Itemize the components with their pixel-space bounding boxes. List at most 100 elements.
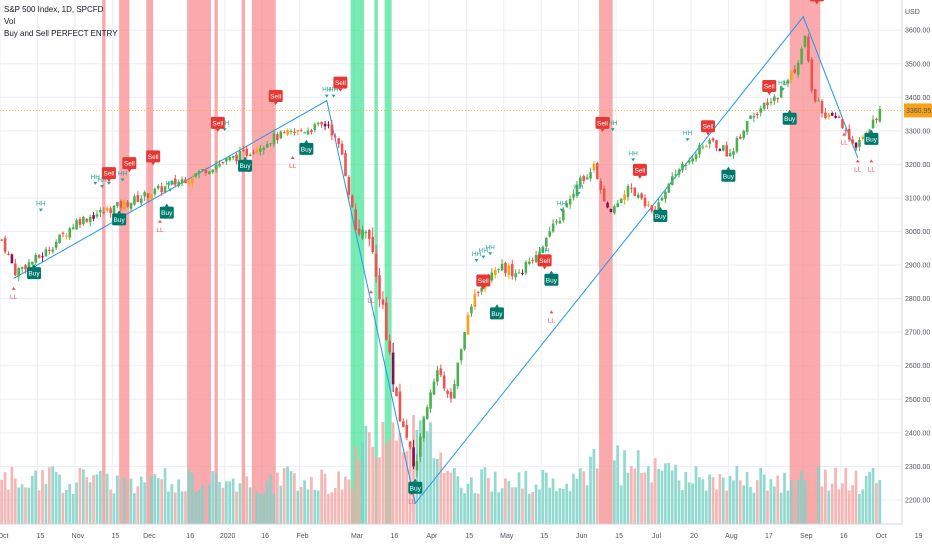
candle-body <box>255 149 259 153</box>
candle-body <box>17 268 21 277</box>
volume-bar <box>316 490 320 524</box>
volume-bar <box>401 451 405 524</box>
sell-pointer-icon <box>106 179 111 183</box>
volume-bar <box>476 493 480 524</box>
volume-bar <box>565 483 569 524</box>
volume-bar <box>548 487 552 524</box>
candle-body <box>276 134 279 141</box>
candle-body <box>708 140 711 144</box>
candle-body <box>429 392 432 409</box>
volume-bar <box>180 491 184 524</box>
volume-bar <box>715 489 718 524</box>
volume-bar <box>793 489 797 524</box>
volume-bar <box>779 492 783 524</box>
volume-bar <box>769 479 773 524</box>
sell-pointer-icon <box>542 266 547 270</box>
candle-body <box>592 163 596 171</box>
candle-body <box>320 122 323 125</box>
time-tick-label: 16 <box>186 533 194 540</box>
pivot-label-hh: HH <box>118 170 128 177</box>
volume-bar <box>350 488 354 524</box>
price-axis[interactable]: 3600.00 3500.00 3400.00 3300.00 3200.00 3100.… <box>901 0 932 550</box>
candle-body <box>191 178 194 184</box>
candle-body <box>510 264 514 277</box>
candle-body <box>779 86 783 98</box>
buy-pointer-icon <box>304 139 309 143</box>
price-tick-label: 3000.00 <box>905 229 930 236</box>
candle-body <box>718 149 722 151</box>
volume-bar <box>664 463 667 524</box>
candle-body <box>793 69 797 73</box>
candle-body <box>415 461 419 471</box>
candle-body <box>139 198 143 204</box>
candle-body <box>0 239 3 241</box>
pivot-label-hh: HH <box>628 150 638 157</box>
candle-body <box>762 102 766 109</box>
buy-signal-tag <box>653 210 668 223</box>
candle-body <box>640 193 643 199</box>
volume-bar <box>837 489 841 524</box>
volume-bar <box>830 483 834 524</box>
strategy-indicator-label[interactable]: Buy and Sell PERFECT ENTRY <box>4 29 118 38</box>
candle-body <box>211 169 215 173</box>
volume-bar <box>320 469 323 524</box>
candle-body <box>122 200 126 210</box>
volume-bar <box>323 473 327 524</box>
pivot-arrow-up-icon <box>869 159 874 163</box>
volume-bar <box>143 482 146 524</box>
volume-indicator-label[interactable]: Vol <box>4 17 16 26</box>
price-tick-label: 3300.00 <box>905 128 930 135</box>
price-tick-label: 2300.00 <box>905 464 930 471</box>
time-tick-label: Oct <box>876 533 887 540</box>
volume-bar <box>847 490 851 524</box>
candle-body <box>197 171 201 174</box>
sell-pointer-icon <box>215 128 220 132</box>
volume-bar <box>521 488 524 524</box>
pivot-label-hh: HH <box>479 248 489 255</box>
candle-body <box>742 130 746 138</box>
candle-body <box>432 381 436 395</box>
volume-bar <box>333 488 337 524</box>
candle-body <box>677 169 681 175</box>
volume-bar <box>184 491 187 524</box>
candle-body <box>548 231 552 237</box>
candle-body <box>3 238 7 252</box>
candle-body <box>473 294 477 307</box>
volume-bar <box>293 473 296 524</box>
candle-body <box>228 156 232 161</box>
volume-bar <box>265 480 269 524</box>
volume-bar <box>806 471 810 524</box>
time-tick-label: 20 <box>690 533 698 540</box>
volume-bar <box>568 491 572 524</box>
time-tick-label: 15 <box>37 533 45 540</box>
volume-bar <box>398 433 402 524</box>
volume-bar <box>92 475 95 524</box>
candle-body <box>524 262 528 273</box>
volume-bar <box>27 487 31 524</box>
time-axis[interactable]: Oct 15 Nov 15 Dec 16 2020 16 Feb Mar 16 Apr 15 May 15 J… <box>0 523 932 550</box>
candle-body <box>847 128 851 140</box>
candle-body <box>813 89 817 102</box>
sell-signal-tag <box>268 90 283 103</box>
volume-bar <box>405 451 409 524</box>
symbol-title[interactable]: S&P 500 Index, 1D, SPCFD <box>4 5 104 14</box>
volume-bar <box>796 480 800 524</box>
highlight-band <box>187 0 212 524</box>
highlight-band <box>241 0 246 524</box>
buy-signal-tag <box>782 112 797 125</box>
candle-body <box>163 186 167 193</box>
candle-body <box>85 218 89 222</box>
pivot-label-ll: LL <box>854 166 862 173</box>
time-tick-label: Sep <box>800 533 813 540</box>
buy-pointer-icon <box>549 270 554 274</box>
volume-bar <box>20 484 24 524</box>
candle-body <box>235 154 238 162</box>
candle-body <box>541 246 545 254</box>
candle-body <box>156 185 160 189</box>
candle-body <box>684 164 688 166</box>
candle-body <box>146 193 150 199</box>
sell-signal-tag <box>809 0 824 2</box>
volume-bar <box>585 485 589 524</box>
